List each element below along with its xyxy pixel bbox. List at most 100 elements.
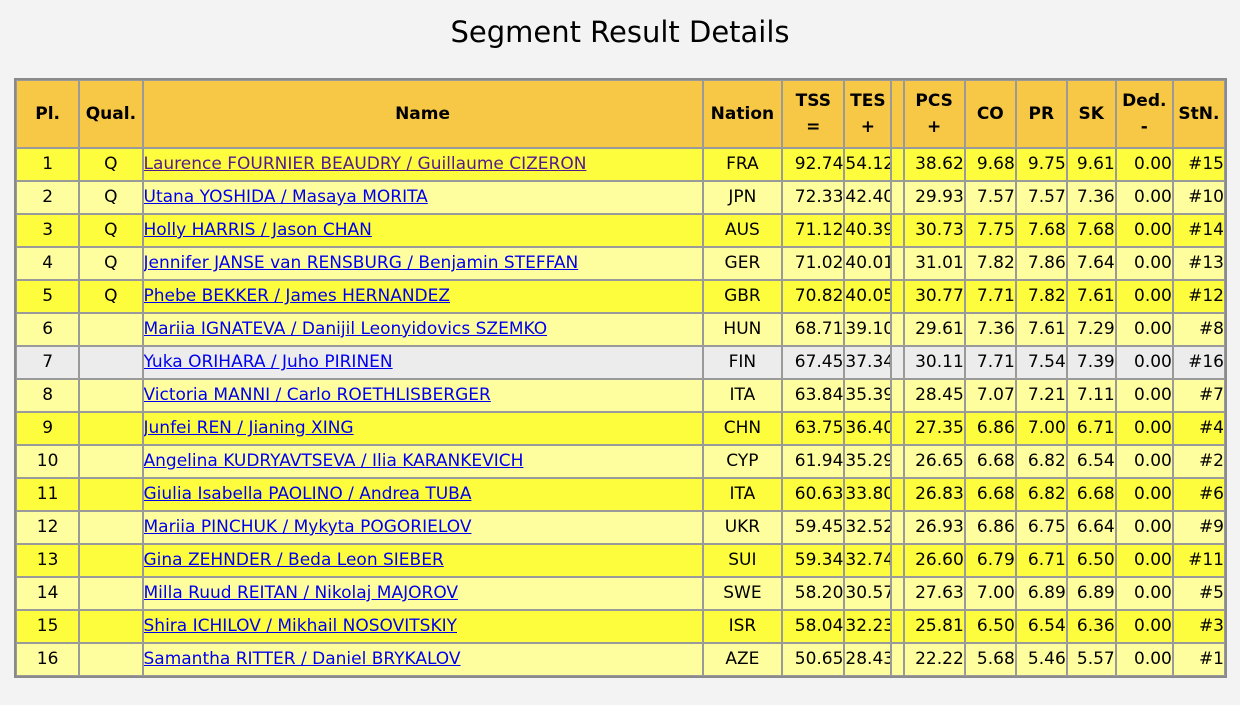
skater-link[interactable]: Samantha RITTER / Daniel BRYKALOV [143,649,461,669]
nation-cell: ISR [702,610,783,643]
skater-link[interactable]: Phebe BEKKER / James HERNANDEZ [143,286,451,306]
place-cell: 7 [16,346,80,379]
tss-cell: 71.12 [782,214,845,247]
skater-link[interactable]: Yuka ORIHARA / Juho PIRINEN [143,352,393,372]
start-number-cell: #16 [1172,346,1225,379]
skater-link[interactable]: Utana YOSHIDA / Masaya MORITA [143,187,428,207]
spacer-cell [891,214,904,247]
tes-cell: 28.43 [844,643,892,676]
sk-cell: 7.68 [1066,214,1116,247]
skater-link[interactable]: Victoria MANNI / Carlo ROETHLISBERGER [143,385,491,405]
qualification-cell: Q [79,214,143,247]
header-tes: TES + [844,80,892,148]
skater-link[interactable]: Gina ZEHNDER / Beda Leon SIEBER [143,550,444,570]
pr-cell: 5.46 [1015,643,1067,676]
pcs-cell: 30.11 [903,346,965,379]
co-cell: 7.82 [964,247,1016,280]
name-cell: Mariia PINCHUK / Mykyta POGORIELOV [142,511,703,544]
skater-link[interactable]: Angelina KUDRYAVTSEVA / Ilia KARANKEVICH [143,451,524,471]
tss-cell: 63.75 [782,412,845,445]
pr-cell: 7.86 [1015,247,1067,280]
header-co: CO [964,80,1016,148]
spacer-cell [891,313,904,346]
start-number-cell: #7 [1172,379,1225,412]
spacer-cell [891,643,904,676]
co-cell: 6.86 [964,412,1016,445]
tes-cell: 32.74 [844,544,892,577]
table-row: 9 Junfei REN / Jianing XING CHN 63.75 36.40 2… [16,412,1225,445]
skater-link[interactable]: Mariia IGNATEVA / Danijil Leonyidovics S… [143,319,548,339]
spacer-cell [891,247,904,280]
spacer-cell [891,445,904,478]
qualification-cell: Q [79,181,143,214]
nation-cell: JPN [702,181,783,214]
co-cell: 7.71 [964,346,1016,379]
header-spacer [891,80,904,148]
skater-link[interactable]: Mariia PINCHUK / Mykyta POGORIELOV [143,517,472,537]
tes-cell: 35.29 [844,445,892,478]
sk-cell: 6.50 [1066,544,1116,577]
place-cell: 10 [16,445,80,478]
name-cell: Gina ZEHNDER / Beda Leon SIEBER [142,544,703,577]
table-row: 12 Mariia PINCHUK / Mykyta POGORIELOV UKR 5… [16,511,1225,544]
spacer-cell [891,280,904,313]
results-table: Pl. Qual. Name Nation TSS = TES + PCS + CO … [14,78,1227,678]
name-cell: Samantha RITTER / Daniel BRYKALOV [142,643,703,676]
table-row: 2 Q Utana YOSHIDA / Masaya MORITA JPN 72.33 4… [16,181,1225,214]
skater-link[interactable]: Shira ICHILOV / Mikhail NOSOVITSKIY [143,616,458,636]
deduction-cell: 0.00 [1115,511,1173,544]
nation-cell: SUI [702,544,783,577]
spacer-cell [891,478,904,511]
table-row: 6 Mariia IGNATEVA / Danijil Leonyidovics … [16,313,1225,346]
pr-cell: 7.54 [1015,346,1067,379]
header-pcs: PCS + [903,80,965,148]
table-row: 13 Gina ZEHNDER / Beda Leon SIEBER SUI 59.3… [16,544,1225,577]
header-tss-label: TSS [795,91,831,111]
pcs-cell: 29.93 [903,181,965,214]
tss-cell: 92.74 [782,148,845,181]
qualification-cell [79,478,143,511]
skater-link[interactable]: Jennifer JANSE van RENSBURG / Benjamin S… [143,253,579,273]
place-cell: 12 [16,511,80,544]
header-tes-symbol: + [860,117,875,137]
start-number-cell: #2 [1172,445,1225,478]
nation-cell: FIN [702,346,783,379]
start-number-cell: #3 [1172,610,1225,643]
pr-cell: 7.21 [1015,379,1067,412]
start-number-cell: #15 [1172,148,1225,181]
tes-cell: 32.52 [844,511,892,544]
name-cell: Mariia IGNATEVA / Danijil Leonyidovics S… [142,313,703,346]
qualification-cell [79,577,143,610]
skater-link[interactable]: Laurence FOURNIER BEAUDRY / Guillaume CI… [143,154,587,174]
start-number-cell: #6 [1172,478,1225,511]
tes-cell: 40.39 [844,214,892,247]
header-name: Name [142,80,703,148]
skater-link[interactable]: Milla Ruud REITAN / Nikolaj MAJOROV [143,583,459,603]
start-number-cell: #9 [1172,511,1225,544]
place-cell: 15 [16,610,80,643]
deduction-cell: 0.00 [1115,544,1173,577]
qualification-cell: Q [79,148,143,181]
header-tss: TSS = [782,80,845,148]
header-ded-label: Ded. [1122,91,1167,111]
header-qual: Qual. [79,80,143,148]
table-row: 1 Q Laurence FOURNIER BEAUDRY / Guillaume … [16,148,1225,181]
page-title: Segment Result Details [450,15,790,49]
deduction-cell: 0.00 [1115,445,1173,478]
name-cell: Utana YOSHIDA / Masaya MORITA [142,181,703,214]
tes-cell: 37.34 [844,346,892,379]
nation-cell: GBR [702,280,783,313]
qualification-cell: Q [79,280,143,313]
skater-link[interactable]: Holly HARRIS / Jason CHAN [143,220,372,240]
nation-cell: ITA [702,379,783,412]
sk-cell: 6.89 [1066,577,1116,610]
qualification-cell [79,346,143,379]
qualification-cell [79,643,143,676]
co-cell: 7.71 [964,280,1016,313]
header-nation: Nation [702,80,783,148]
sk-cell: 6.54 [1066,445,1116,478]
header-ded: Ded. - [1115,80,1173,148]
skater-link[interactable]: Junfei REN / Jianing XING [143,418,354,438]
skater-link[interactable]: Giulia Isabella PAOLINO / Andrea TUBA [143,484,472,504]
name-cell: Angelina KUDRYAVTSEVA / Ilia KARANKEVICH [142,445,703,478]
